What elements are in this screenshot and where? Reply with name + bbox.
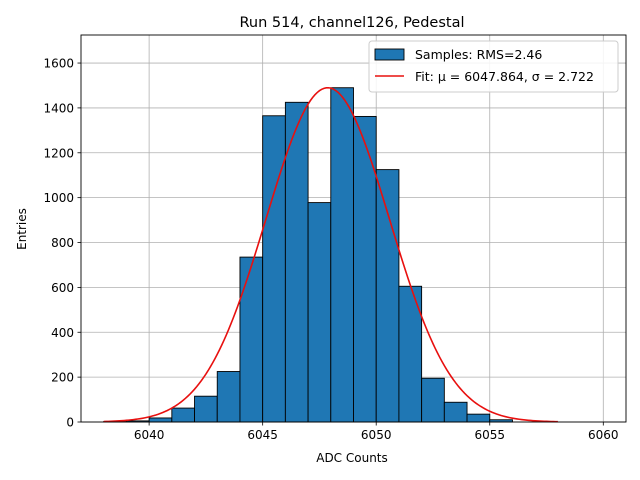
histogram-bar — [216, 371, 241, 423]
x-axis-label: ADC Counts — [316, 451, 388, 465]
x-axis-ticks: 6040 6045 6050 6055 6060 — [134, 422, 619, 442]
y-tick-label: 600 — [51, 281, 74, 295]
histogram-bar — [466, 413, 491, 423]
y-tick-label: 200 — [51, 371, 74, 385]
legend: Samples: RMS=2.46 Fit: μ = 6047.864, σ =… — [368, 40, 619, 93]
histogram-bar — [353, 115, 377, 423]
histogram-bar — [171, 407, 195, 423]
axes-frame — [80, 34, 627, 423]
histogram-bar — [194, 395, 218, 423]
x-tick-label: 6060 — [588, 428, 619, 442]
histogram-bar — [443, 401, 468, 423]
legend-label-samples: Samples: RMS=2.46 — [415, 47, 542, 62]
legend-swatch-samples — [374, 48, 405, 61]
fit-curve — [103, 86, 558, 423]
histogram-bar — [284, 101, 309, 423]
histogram-bar — [421, 377, 445, 423]
y-tick-label: 800 — [51, 236, 74, 250]
x-tick-label: 6050 — [361, 428, 392, 442]
x-tick-label: 6055 — [474, 428, 505, 442]
histogram-bars — [103, 87, 513, 423]
fit-curve-group — [103, 86, 558, 423]
chart-title: Run 514, channel126, Pedestal — [239, 15, 464, 31]
histogram-bar — [375, 169, 400, 423]
y-axis-ticks: 0 200 400 600 800 1000 1200 1400 1600 — [43, 57, 81, 430]
y-tick-label: 400 — [51, 326, 74, 340]
y-tick-label: 1200 — [43, 146, 74, 160]
y-tick-label: 0 — [66, 416, 74, 430]
histogram-bar — [239, 256, 264, 423]
y-tick-label: 1000 — [43, 191, 74, 205]
y-tick-label: 1400 — [43, 101, 74, 115]
y-tick-label: 1600 — [43, 57, 74, 71]
x-tick-label: 6040 — [134, 428, 165, 442]
histogram-bar — [307, 202, 332, 423]
histogram-bar — [262, 115, 286, 423]
x-tick-label: 6045 — [247, 428, 278, 442]
histogram-bar — [330, 87, 354, 423]
legend-box — [368, 40, 619, 93]
histogram-bar — [148, 417, 173, 423]
legend-label-fit: Fit: μ = 6047.864, σ = 2.722 — [415, 69, 594, 84]
y-axis-label: Entries — [15, 208, 29, 250]
